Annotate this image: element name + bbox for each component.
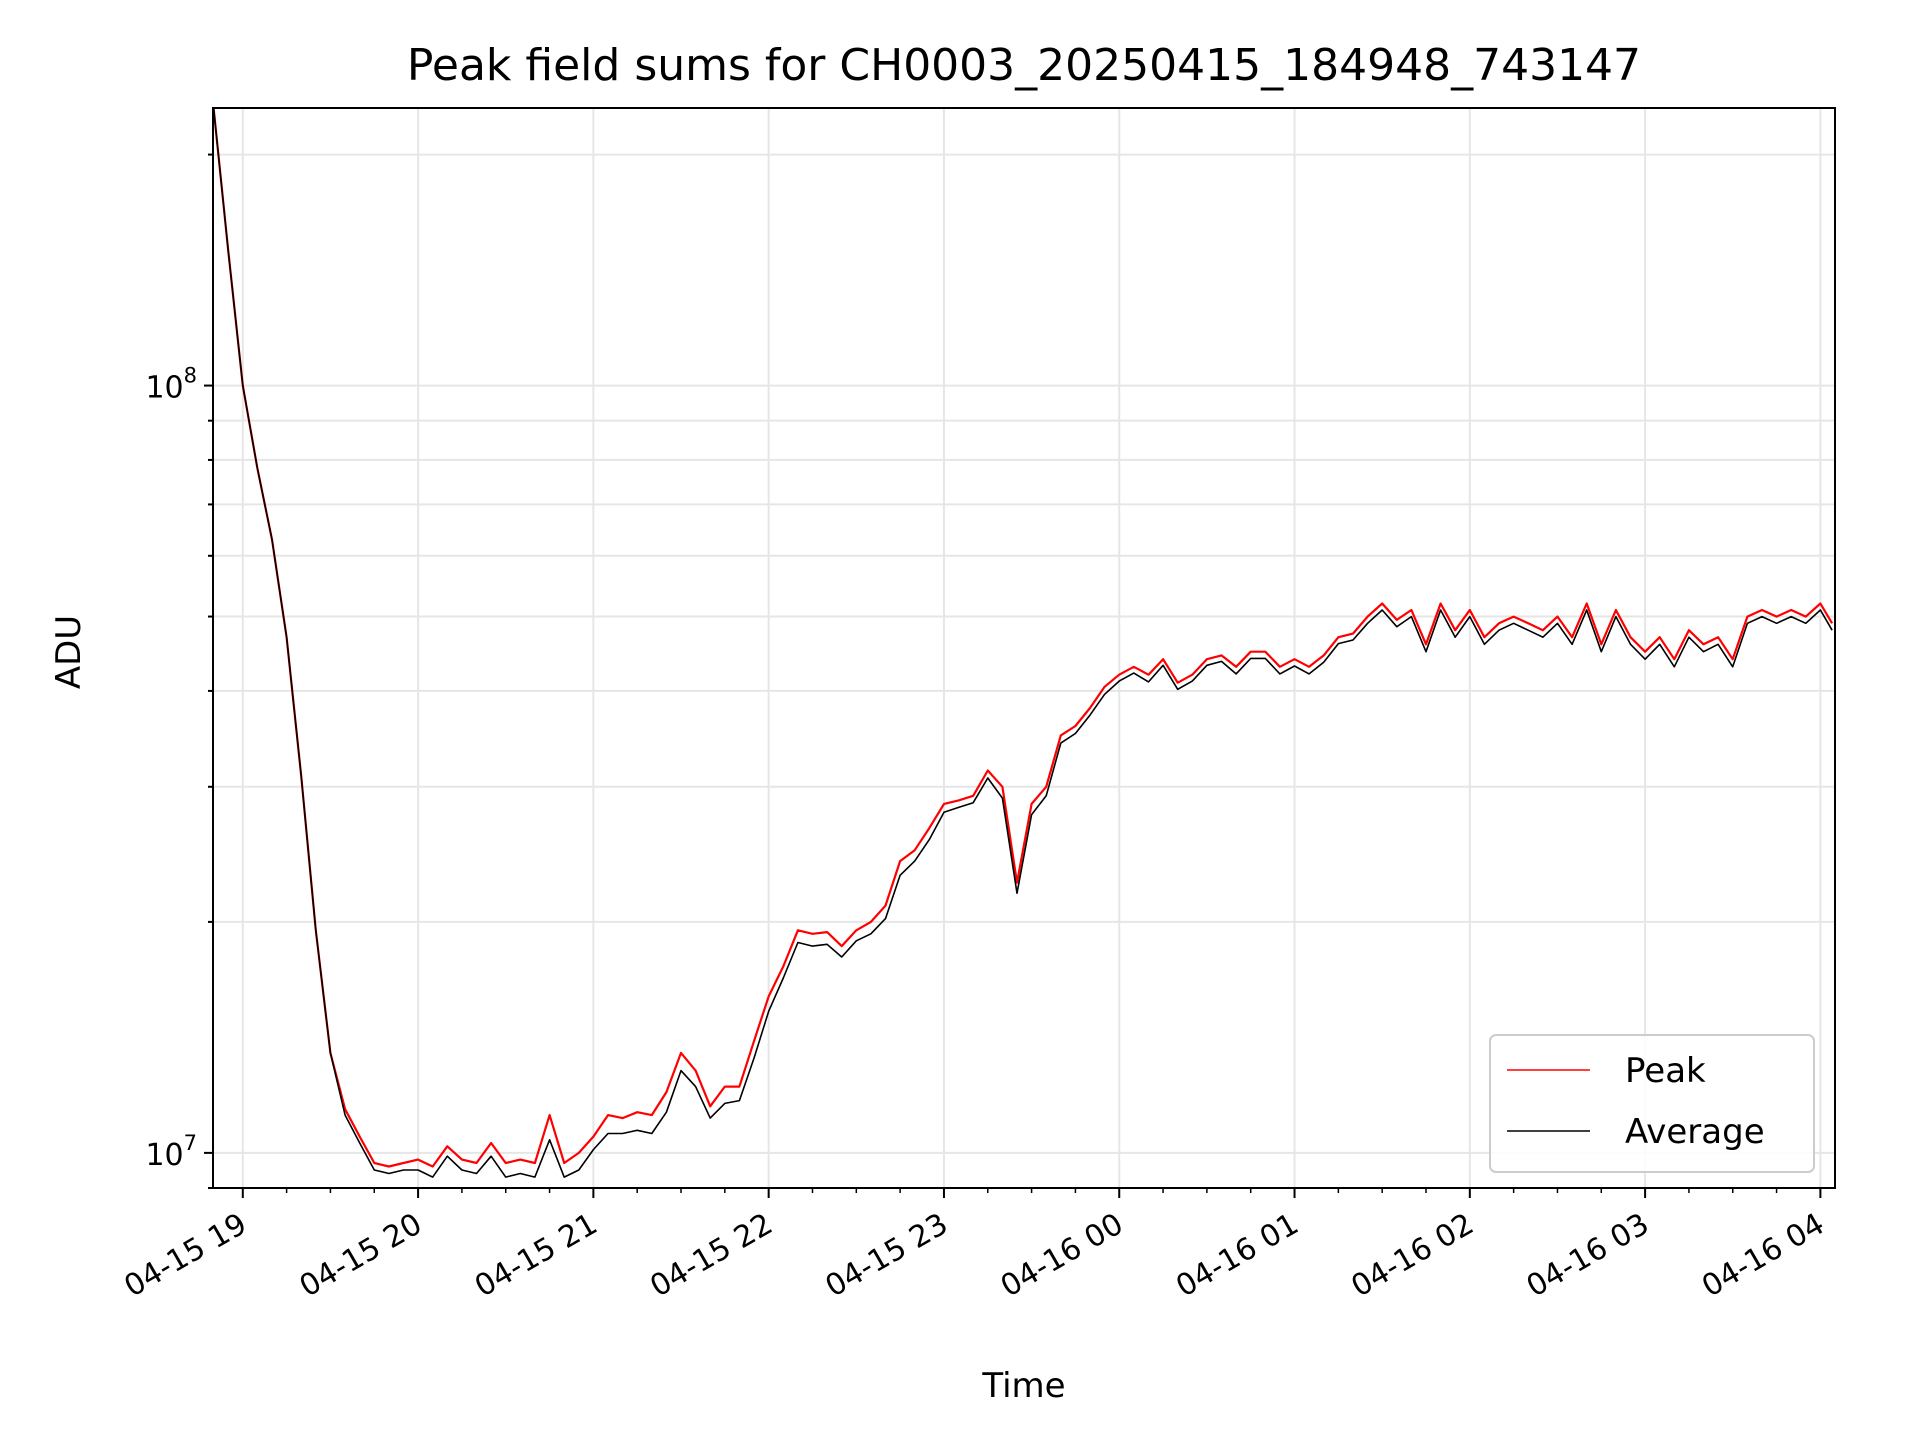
gridlines [213,108,1835,1189]
y-tick-base: 10 [145,1138,183,1173]
y-tick-label: 107 [145,1131,197,1173]
y-tick-base: 10 [145,371,183,406]
legend-average-label: Average [1625,1112,1765,1152]
y-axis-label: ADU [49,615,89,689]
y-tick-exponent: 7 [184,1131,197,1155]
chart-title: Peak field sums for CH0003_20250415_1849… [407,40,1641,91]
series-line-average [213,108,1833,1178]
x-axis-label: Time [981,1366,1065,1406]
plot-frame [212,107,1836,1189]
legend-peak-label: Peak [1625,1051,1706,1091]
series-line-peak [213,108,1834,1168]
y-tick-exponent: 8 [184,364,197,388]
series-lines [213,108,1834,1178]
legend: Peak Average [1489,1034,1815,1173]
y-tick-label: 108 [145,364,197,406]
